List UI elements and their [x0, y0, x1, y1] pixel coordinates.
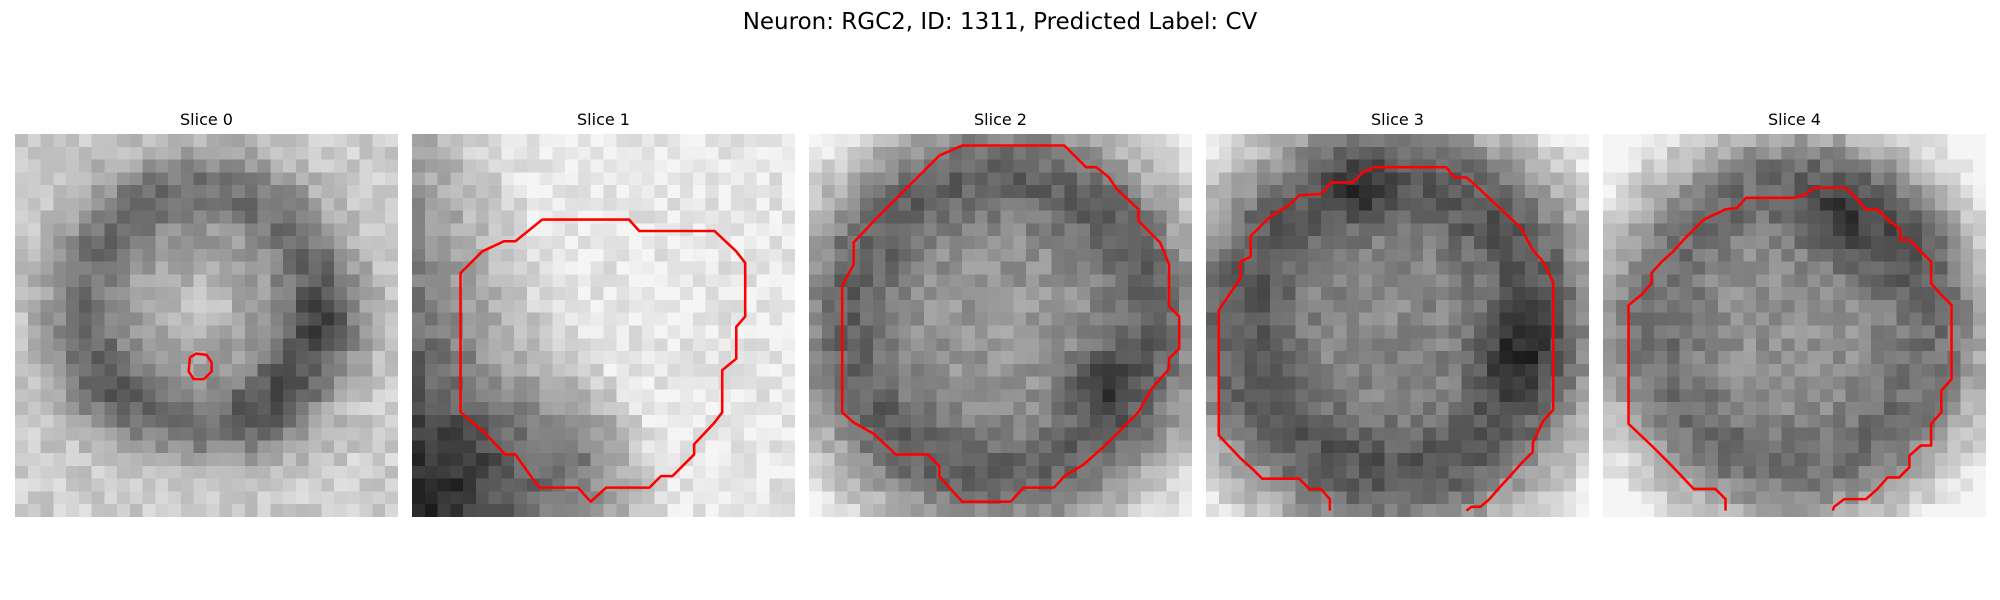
segmentation-contour	[459, 218, 747, 503]
segmentation-contour	[1627, 186, 1953, 512]
slice-title: Slice 0	[180, 110, 233, 129]
em-slice-pixels	[15, 134, 398, 517]
slice-title: Slice 3	[1371, 110, 1424, 129]
slice-panel-3: Slice 3	[1206, 110, 1589, 517]
slice-title: Slice 2	[974, 110, 1027, 129]
slice-panel-4: Slice 4	[1603, 110, 1986, 517]
em-slice-pixels	[1206, 134, 1589, 517]
em-slice-pixels	[809, 134, 1192, 517]
slice-image	[15, 134, 398, 517]
segmentation-contour	[187, 352, 213, 381]
slice-panel-0: Slice 0	[15, 110, 398, 517]
slice-title: Slice 1	[577, 110, 630, 129]
slice-image	[412, 134, 795, 517]
em-slice-pixels	[412, 134, 795, 517]
slice-title: Slice 4	[1768, 110, 1821, 129]
segmentation-contour	[840, 144, 1181, 503]
slice-image	[1206, 134, 1589, 517]
segmentation-contour	[1217, 165, 1555, 512]
slice-image	[1603, 134, 1986, 517]
slice-panel-2: Slice 2	[809, 110, 1192, 517]
figure-title: Neuron: RGC2, ID: 1311, Predicted Label:…	[742, 9, 1258, 35]
slice-panel-1: Slice 1	[412, 110, 795, 517]
slice-image	[809, 134, 1192, 517]
